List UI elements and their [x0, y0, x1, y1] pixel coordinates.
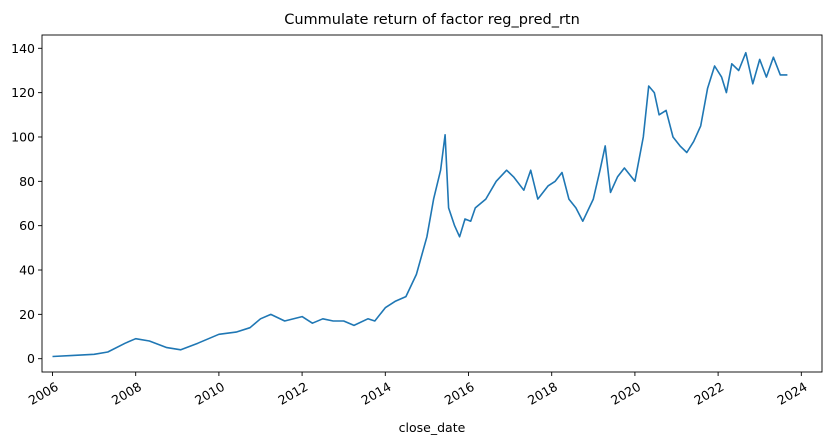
plot-area — [52, 51, 788, 358]
chart-title: Cummulate return of factor reg_pred_rtn — [284, 12, 580, 28]
y-axis: 0 20 40 60 80 100 120 140 — [11, 41, 42, 366]
x-tick-label: 2020 — [608, 379, 643, 408]
x-tick-label: 2006 — [26, 379, 61, 408]
x-tick-label: 2016 — [442, 379, 477, 408]
x-tick-label: 2012 — [275, 379, 310, 408]
y-tick-label: 20 — [19, 307, 35, 322]
x-axis: 2006 2008 2010 2012 2014 2016 2018 2020 2022 2024 — [26, 372, 810, 408]
x-axis-label: close_date — [399, 420, 466, 435]
series-line — [52, 51, 788, 358]
x-tick-label: 2010 — [192, 379, 227, 408]
x-tick-label: 2014 — [359, 379, 394, 408]
y-tick-label: 80 — [19, 174, 35, 189]
x-tick-label: 2008 — [109, 379, 144, 408]
x-tick-label: 2024 — [775, 379, 810, 408]
x-tick-label: 2022 — [691, 379, 726, 408]
axes-frame — [41, 34, 823, 373]
y-tick-label: 60 — [19, 218, 35, 233]
y-tick-label: 40 — [19, 263, 35, 278]
y-tick-label: 140 — [11, 41, 35, 56]
y-tick-label: 0 — [27, 351, 35, 366]
y-tick-label: 120 — [11, 85, 35, 100]
y-tick-label: 100 — [11, 129, 35, 144]
x-tick-label: 2018 — [525, 379, 560, 408]
